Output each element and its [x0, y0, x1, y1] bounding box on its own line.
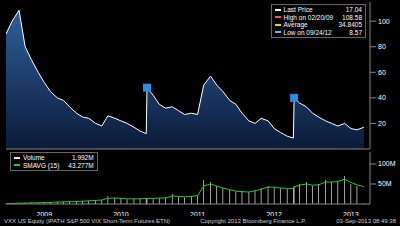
html-text:34.8405: 34.8405: [338, 21, 362, 28]
svg-text:2009: 2009: [37, 211, 53, 216]
html-text:Last Price: Last Price: [283, 6, 313, 13]
html-text:Volume: Volume: [23, 154, 45, 161]
html-text:SMAVG (15): SMAVG (15): [23, 161, 60, 169]
svg-text:50M: 50M: [378, 180, 392, 187]
svg-text:2010: 2010: [113, 211, 129, 216]
html-text:Average: Average: [283, 21, 308, 28]
svg-text:2012: 2012: [266, 211, 282, 216]
html-text:108.58: 108.58: [342, 13, 362, 21]
svg-text:2011: 2011: [190, 211, 205, 216]
svg-text:40: 40: [378, 94, 386, 101]
html-text:8.57: 8.57: [349, 28, 362, 36]
svg-text:100: 100: [378, 18, 390, 25]
svg-text:60: 60: [378, 69, 386, 76]
html-text:43.277M: 43.277M: [68, 161, 94, 169]
html-text:03-Sep-2013 08:49:38: 03-Sep-2013 08:49:38: [336, 218, 396, 224]
svg-text:80: 80: [378, 43, 386, 50]
html-text:Low on 09/24/12: Low on 09/24/12: [283, 28, 332, 36]
html-text:High on 02/20/09: High on 02/20/09: [283, 13, 334, 21]
html-text:17.04: 17.04: [345, 6, 362, 13]
html-text:1.992M: 1.992M: [72, 154, 94, 161]
html-text:VXX US Equity (iPATH S&P 500 V: VXX US Equity (iPATH S&P 500 VIX Short-T…: [4, 218, 171, 224]
svg-text:20: 20: [378, 120, 386, 127]
html-text:Copyright 2013 Bloomberg Finan: Copyright 2013 Bloomberg Finance L.P.: [200, 218, 307, 224]
svg-text:2013: 2013: [343, 211, 359, 216]
svg-text:100M: 100M: [378, 160, 392, 167]
